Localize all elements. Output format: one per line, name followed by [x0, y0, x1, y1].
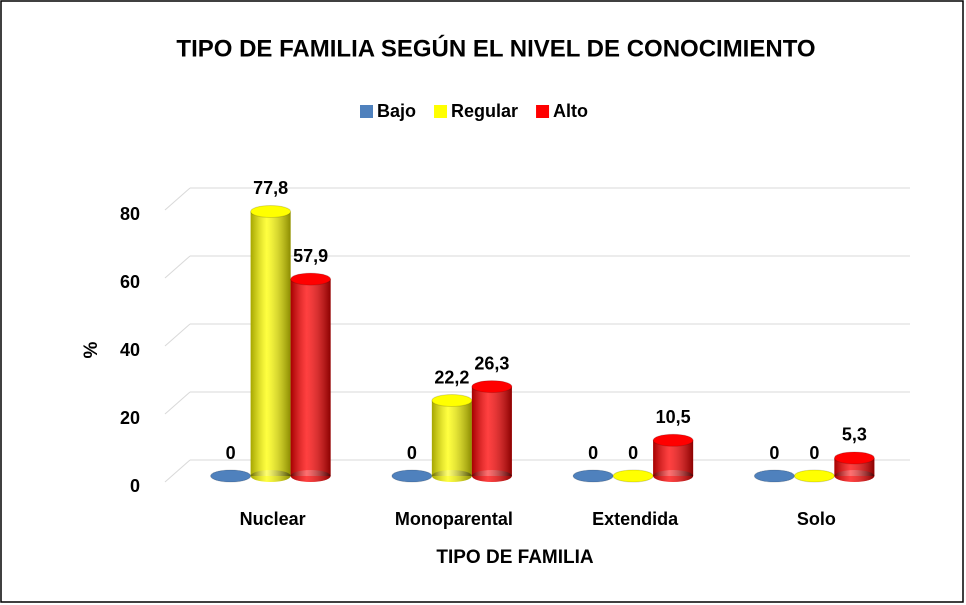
- y-tick-label: 0: [130, 476, 140, 496]
- x-tick-label: Nuclear: [240, 509, 306, 529]
- data-label: 0: [407, 443, 417, 463]
- bar-top: [572, 469, 614, 483]
- data-label: 0: [769, 443, 779, 463]
- bar-top: [250, 204, 292, 218]
- y-tick-label: 40: [120, 340, 140, 360]
- data-label: 0: [226, 443, 236, 463]
- bar-top: [290, 272, 332, 286]
- data-label: 10,5: [656, 407, 691, 427]
- bar-top: [210, 469, 252, 483]
- data-label: 0: [588, 443, 598, 463]
- bar-shade: [471, 386, 512, 476]
- data-label: 22,2: [434, 367, 469, 387]
- grid-line-side: [164, 391, 191, 415]
- grid-line-side: [164, 187, 191, 211]
- bar-top: [753, 469, 795, 483]
- bar-top: [612, 469, 654, 483]
- bar-shade: [290, 279, 331, 476]
- legend-swatch: [360, 105, 373, 118]
- legend-label: Regular: [451, 101, 518, 121]
- bar-top: [471, 380, 513, 394]
- chart-title: TIPO DE FAMILIA SEGÚN EL NIVEL DE CONOCI…: [176, 34, 815, 62]
- x-tick-label: Monoparental: [395, 509, 513, 529]
- legend-label: Bajo: [377, 101, 416, 121]
- x-tick-label: Solo: [797, 509, 836, 529]
- y-axis-title: %: [81, 341, 102, 358]
- bar-top: [833, 451, 875, 465]
- bar-top: [793, 469, 835, 483]
- grid-line-side: [164, 459, 191, 483]
- legend-swatch: [536, 105, 550, 118]
- bar-top: [431, 394, 473, 408]
- x-axis-title: TIPO DE FAMILIA: [436, 547, 594, 568]
- data-label: 57,9: [293, 246, 328, 266]
- data-label: 77,8: [253, 178, 288, 198]
- y-tick-label: 60: [120, 272, 140, 292]
- data-label: 0: [628, 443, 638, 463]
- data-label: 0: [809, 443, 819, 463]
- y-tick-label: 80: [120, 204, 140, 224]
- legend-label: Alto: [553, 101, 588, 121]
- grid-line-side: [164, 323, 191, 347]
- x-tick-label: Extendida: [592, 509, 679, 529]
- y-tick-label: 20: [120, 408, 140, 428]
- bar-top: [652, 433, 694, 447]
- legend-swatch: [434, 105, 448, 118]
- bar-shade: [250, 211, 291, 477]
- data-label: 26,3: [474, 353, 509, 373]
- bar-shade: [431, 400, 472, 476]
- bar-top: [391, 469, 433, 483]
- data-label: 5,3: [842, 425, 867, 445]
- grid-line-side: [164, 255, 191, 279]
